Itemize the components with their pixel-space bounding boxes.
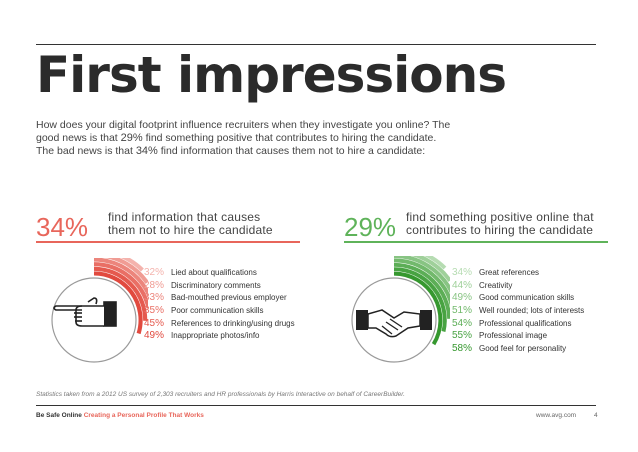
handshake-icon: [356, 309, 432, 338]
stat-row: 49% Good communication skills: [452, 291, 584, 304]
positive-arc-graphic: [351, 256, 450, 363]
arc-band: [424, 256, 447, 270]
positive-list: 34% Great references 44% Creativity 49% Good …: [452, 266, 584, 355]
intro-text: find information that causes them not to…: [157, 145, 426, 157]
stat-percent: 55%: [452, 330, 473, 342]
stat-percent: 58%: [452, 343, 473, 355]
negative-percent: 34%: [36, 212, 89, 242]
arc-band: [104, 258, 148, 284]
positive-underline: [344, 241, 608, 243]
stat-row: 58% Good feel for personality: [452, 342, 584, 355]
arc-band: [393, 256, 450, 294]
intro-line-1: How does your digital footprint influenc…: [36, 119, 451, 131]
stat-percent: 35%: [144, 305, 165, 317]
stat-percent: 32%: [144, 267, 165, 278]
stat-row: 28% Discriminatory comments: [144, 279, 295, 292]
stat-label: Inappropriate photos/info: [171, 331, 260, 341]
stat-label: Well rounded; lots of interests: [479, 306, 585, 316]
footer-url: www.avg.com: [536, 412, 577, 419]
stat-row: 49% Inappropriate photos/info: [144, 329, 295, 342]
intro-text: good news is that: [36, 132, 121, 144]
positive-heading: find something positive online that cont…: [406, 211, 594, 237]
arc-band: [93, 271, 143, 335]
positive-heading-line-1: find something positive online that: [406, 210, 594, 224]
negative-list: 32% Lied about qualifications 28% Discrimin…: [144, 266, 295, 342]
stat-label: References to drinking/using drugs: [171, 318, 295, 328]
arc-band: [93, 262, 148, 309]
intro-positive-percent: 29%: [120, 132, 143, 144]
arc-band: [393, 271, 443, 346]
positive-percent: 29%: [344, 212, 397, 242]
stat-row: 32% Lied about qualifications: [144, 266, 295, 279]
bottom-rule: [36, 405, 596, 406]
stat-percent: 49%: [452, 292, 473, 304]
intro-line-2: good news is that 29% find something pos…: [36, 132, 436, 145]
stat-label: Creativity: [479, 280, 513, 290]
stat-label: Great references: [479, 268, 540, 277]
negative-heading-line-2: them not to hire the candidate: [108, 223, 273, 237]
stat-percent: 54%: [452, 317, 473, 329]
stat-row: 44% Creativity: [452, 279, 584, 292]
stat-label: Lied about qualifications: [171, 268, 257, 277]
arc-band: [93, 266, 148, 321]
arc-band: [393, 267, 447, 332]
stat-percent: 45%: [144, 317, 165, 329]
negative-heading-line-1: find information that causes: [108, 210, 261, 224]
stat-percent: 34%: [452, 267, 473, 278]
negative-heading: find information that causes them not to…: [108, 211, 273, 237]
negative-underline: [36, 241, 300, 243]
stat-label: Discriminatory comments: [171, 280, 261, 290]
footer-title: Be Safe Online Creating a Personal Profi…: [36, 412, 204, 419]
arc-band: [411, 256, 450, 282]
stat-label: Good communication skills: [479, 293, 575, 303]
stat-row: 33% Bad-mouthed previous employer: [144, 291, 295, 304]
stat-row: 45% References to drinking/using drugs: [144, 317, 295, 330]
stat-row: 55% Professional image: [452, 329, 584, 342]
intro-text: find something positive that contributes…: [142, 132, 437, 144]
stat-percent: 51%: [452, 305, 473, 317]
stat-label: Professional image: [479, 331, 548, 341]
arc-band: [120, 258, 144, 272]
stat-row: 35% Poor communication skills: [144, 304, 295, 317]
stat-label: Professional qualifications: [479, 318, 572, 328]
stat-row: 51% Well rounded; lots of interests: [452, 304, 584, 317]
intro-line-3: The bad news is that 34% find informatio…: [36, 145, 425, 158]
page-title: First impressions: [36, 46, 507, 104]
top-rule: [36, 44, 596, 45]
stat-percent: 33%: [144, 292, 165, 304]
stat-label: Good feel for personality: [479, 344, 567, 354]
stat-percent: 44%: [452, 279, 473, 291]
page-number: 4: [594, 412, 598, 419]
intro-negative-percent: 34%: [135, 145, 158, 157]
arc-band: [393, 262, 450, 319]
stat-percent: 28%: [144, 279, 165, 291]
stat-label: Bad-mouthed previous employer: [171, 293, 287, 303]
arc-band: [393, 258, 450, 307]
stat-label: Poor communication skills: [171, 306, 264, 316]
stat-row: 54% Professional qualifications: [452, 317, 584, 330]
negative-arc-graphic: [51, 258, 148, 363]
positive-heading-line-2: contributes to hiring the candidate: [406, 223, 594, 237]
stat-row: 34% Great references: [452, 266, 584, 279]
intro-text: The bad news is that: [36, 145, 136, 157]
source-note: Statistics taken from a 2012 US survey o…: [36, 391, 405, 398]
footer-brand: Be Safe Online: [36, 412, 82, 419]
arc-band: [93, 258, 148, 297]
pointing-hand-icon: [53, 297, 117, 327]
footer-subtitle: Creating a Personal Profile That Works: [83, 412, 204, 419]
stat-percent: 49%: [144, 330, 165, 342]
